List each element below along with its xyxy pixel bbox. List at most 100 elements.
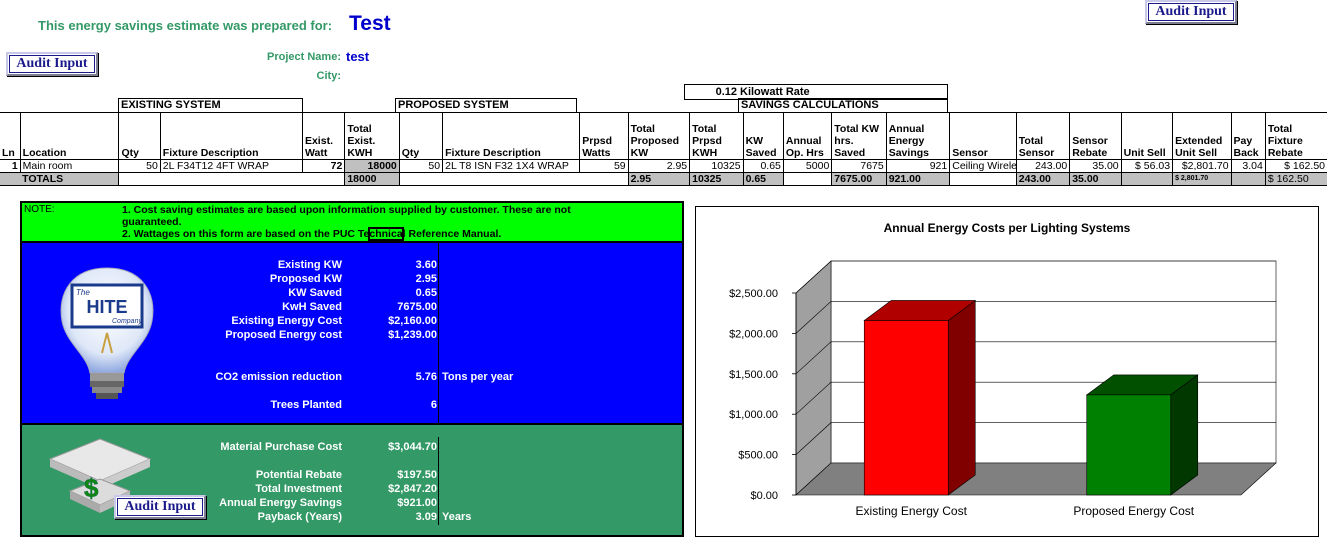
kw-saved-value: 0.65 xyxy=(415,287,437,299)
existing-kw-label: Existing KW xyxy=(277,259,342,271)
co2-unit: Tons per year xyxy=(442,371,514,383)
kw-saved-label: KW Saved xyxy=(288,287,342,299)
selected-cell[interactable]: chnica xyxy=(368,227,404,241)
chart-bar xyxy=(863,320,949,496)
cell-total-sensor[interactable]: 243.00 xyxy=(1015,159,1070,173)
cell-annual-energy-savings[interactable]: 921 xyxy=(885,159,950,173)
note-line2: 2. Wattages on this form are based on th… xyxy=(122,227,502,241)
energy-cost-chart[interactable]: Annual Energy Costs per Lighting Systems… xyxy=(695,206,1319,537)
table-header-row: Ln Location Qty Fixture Description Exis… xyxy=(0,112,1327,160)
col-total-sensor: Total Sensor xyxy=(1015,112,1070,160)
cell-total-fixture-rebate[interactable]: $ 162.50 xyxy=(1264,159,1327,173)
cell-exist-watt[interactable]: 72 xyxy=(301,159,345,173)
existing-energy-cost-label: Existing Energy Cost xyxy=(231,315,342,327)
cell-extended-unit-sell[interactable]: $2,801.70 xyxy=(1172,159,1232,173)
cell-qty-proposed[interactable]: 50 xyxy=(398,159,443,173)
cell-unit-sell[interactable]: $ 56.03 xyxy=(1120,159,1173,173)
kilowatt-rate-value[interactable]: 0.12 xyxy=(715,86,737,98)
cell-qty[interactable]: 50 xyxy=(118,159,161,173)
proposed-kw-label: Proposed KW xyxy=(269,273,342,285)
totals-exist-kwh: 18000 xyxy=(344,172,400,186)
cell-total-exist-kwh[interactable]: 18000 xyxy=(344,159,400,173)
col-annual-energy-savings: Annual Energy Savings xyxy=(885,112,950,160)
total-investment-value: $2,847.20 xyxy=(388,483,437,495)
logo-hite-text: HITE xyxy=(86,297,127,317)
col-pay-back: Pay Back xyxy=(1230,112,1266,160)
cell-sensor[interactable]: Ceiling Wirele xyxy=(949,159,1017,173)
cell-total-proposed-kw[interactable]: 2.95 xyxy=(627,159,690,173)
chart-gridline xyxy=(795,260,1276,294)
dollar-sign-icon: $ xyxy=(84,473,99,503)
proposed-energy-cost-label: Proposed Energy cost xyxy=(225,329,342,341)
col-total-exist-kwh: Total Exist. KWH xyxy=(344,112,400,160)
table-row[interactable]: 1 Main room 50 2L F34T12 4FT WRAP 72 180… xyxy=(0,159,1327,173)
cell-annual-op-hrs[interactable]: 5000 xyxy=(782,159,832,173)
cell-sensor-rebate[interactable]: 35.00 xyxy=(1069,159,1122,173)
cell-fixture-proposed[interactable]: 2L T8 ISN F32 1X4 WRAP xyxy=(442,159,580,173)
potential-rebate-value: $197.50 xyxy=(397,469,437,481)
audit-input-button-bottom[interactable]: Audit Input xyxy=(114,495,206,519)
payback-label: Payback (Years) xyxy=(257,511,342,523)
annual-savings-label: Annual Energy Savings xyxy=(219,497,342,509)
totals-energy-savings: 921.00 xyxy=(885,172,950,186)
col-location: Location xyxy=(19,112,119,160)
light-bulb-logo: The HITE Company xyxy=(60,267,154,399)
col-fixture-description-proposed: Fixture Description xyxy=(442,112,580,160)
summary-panel: NOTE: 1. Cost saving estimates are based… xyxy=(20,201,684,537)
proposed-energy-cost-value: $1,239.00 xyxy=(388,329,437,341)
col-annual-op-hrs: Annual Op. Hrs xyxy=(782,112,832,160)
totals-extended-unit-sell: $ 2,801.70 xyxy=(1172,172,1232,186)
cell-pay-back[interactable]: 3.04 xyxy=(1230,159,1266,173)
total-investment-label: Total Investment xyxy=(255,483,342,495)
chart-y-tick-label: $2,500.00 xyxy=(729,288,778,300)
audit-input-button-left[interactable]: Audit Input xyxy=(6,52,98,76)
material-cost-value: $3,044.70 xyxy=(388,441,437,453)
cell-kw-saved[interactable]: 0.65 xyxy=(742,159,784,173)
logo-company-text: Company xyxy=(112,318,142,325)
chart-gridline xyxy=(795,341,1276,375)
chart-gridline xyxy=(795,301,1276,334)
note-line1-cont: guaranteed. xyxy=(122,216,182,228)
existing-kw-value: 3.60 xyxy=(415,259,437,271)
annual-savings-value: $921.00 xyxy=(397,497,437,509)
cell-location[interactable]: Main room xyxy=(19,159,119,173)
col-total-kw-hrs-saved: Total KW hrs. Saved xyxy=(831,112,887,160)
col-sensor-rebate: Sensor Rebate xyxy=(1069,112,1122,160)
prepared-for-label: This energy savings estimate was prepare… xyxy=(38,18,333,33)
kilowatt-rate-label: Kilowatt Rate xyxy=(740,86,810,98)
chart-title: Annual Energy Costs per Lighting Systems xyxy=(883,221,1131,235)
finance-band: $ Audit Input Material Purchase Cost $3,… xyxy=(22,425,682,535)
totals-kw-hrs-saved: 7675.00 xyxy=(831,172,887,186)
audit-input-button-top[interactable]: Audit Input xyxy=(1145,0,1237,24)
totals-prpsd-kwh: 10325 xyxy=(689,172,744,186)
totals-fixture-rebate: $ 162.50 xyxy=(1264,172,1327,186)
totals-row: TOTALS 18000 2.95 10325 0.65 7675.00 921… xyxy=(0,172,1327,186)
note-line1: 1. Cost saving estimates are based upon … xyxy=(122,204,571,216)
payback-unit: Years xyxy=(442,511,472,523)
chart-y-tick-label: $0.00 xyxy=(750,490,778,502)
chart-x-tick-label: Proposed Energy Cost xyxy=(1073,504,1194,518)
kwh-saved-label: KwH Saved xyxy=(282,301,342,313)
totals-label: TOTALS xyxy=(20,172,119,186)
city-label: City: xyxy=(316,70,341,82)
cell-prpsd-watts[interactable]: 59 xyxy=(579,159,629,173)
totals-kw-saved: 0.65 xyxy=(742,172,784,186)
chart-bar xyxy=(1086,394,1172,496)
cell-total-prpsd-kwh[interactable]: 10325 xyxy=(689,159,744,173)
chart-y-tick-label: $1,000.00 xyxy=(729,409,778,421)
trees-planted-value: 6 xyxy=(430,399,437,411)
chart-bar-side xyxy=(1170,374,1199,496)
cell-total-kw-hrs-saved[interactable]: 7675 xyxy=(831,159,887,173)
cell-ln[interactable]: 1 xyxy=(0,159,21,173)
col-qty: Qty xyxy=(118,112,161,160)
co2-reduction-value: 5.76 xyxy=(415,371,437,383)
payback-value: 3.09 xyxy=(415,511,437,523)
totals-proposed-kw: 2.95 xyxy=(627,172,690,186)
chart-y-tick-label: $1,500.00 xyxy=(729,369,778,381)
cell-fixture[interactable]: 2L F34T12 4FT WRAP xyxy=(159,159,303,173)
col-ln: Ln xyxy=(0,112,21,160)
prepared-for-value: Test xyxy=(349,12,391,35)
col-fixture-description: Fixture Description xyxy=(159,112,303,160)
col-sensor: Sensor xyxy=(949,112,1017,160)
totals-sensor-rebate: 35.00 xyxy=(1069,172,1122,186)
